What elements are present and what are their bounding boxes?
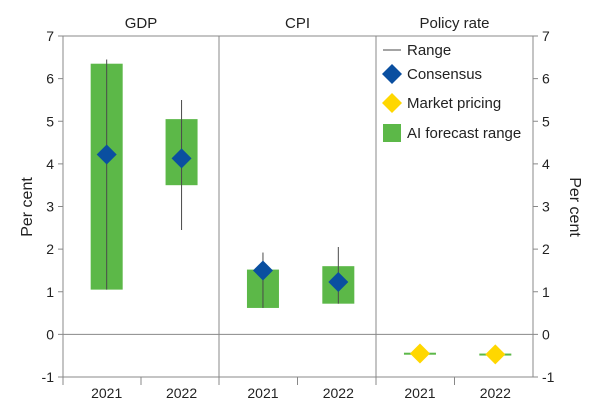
plot-frame — [62, 35, 534, 378]
legend-item-consensus: Consensus — [382, 64, 482, 84]
consensus-marker — [171, 148, 192, 169]
market-pricing-marker — [485, 344, 506, 365]
panel-title: GDP — [125, 15, 158, 32]
y-tick-label-right: 6 — [542, 71, 550, 87]
axes: -1 -1 0 0 1 1 2 2 3 3 4 4 5 5 6 6 7 7 GDP 2021 2022 CPI 2021 20… — [42, 15, 555, 401]
y-axis-label-left: Per cent — [19, 177, 36, 237]
y-tick-label-left: 2 — [46, 241, 54, 257]
legend-label: AI forecast range — [407, 125, 521, 142]
panel-title: CPI — [285, 15, 310, 32]
legend-item-ai-forecast-range: AI forecast range — [383, 124, 521, 142]
y-tick-label-left: 5 — [46, 113, 54, 129]
y-tick-label-right: 0 — [542, 326, 550, 342]
consensus-marker — [252, 260, 273, 281]
legend-label: Range — [407, 42, 451, 59]
legend-item-range: Range — [383, 42, 451, 59]
x-tick-label: 2021 — [247, 385, 278, 401]
legend: Range Consensus Market pricing AI forecast … — [382, 42, 521, 142]
legend-market-pricing-swatch — [382, 93, 402, 113]
legend-label: Consensus — [407, 66, 482, 83]
y-tick-label-left: 3 — [46, 199, 54, 215]
x-tick-label: 2022 — [323, 385, 354, 401]
y-tick-label-right: 7 — [542, 28, 550, 44]
x-tick-label: 2021 — [91, 385, 122, 401]
y-tick-label-right: 4 — [542, 156, 550, 172]
y-tick-label-right: 5 — [542, 113, 550, 129]
legend-label: Market pricing — [407, 95, 501, 112]
consensus-marker — [96, 144, 117, 165]
y-tick-label-right: 3 — [542, 199, 550, 215]
legend-consensus-swatch — [382, 64, 402, 84]
y-tick-label-right: -1 — [542, 369, 555, 385]
chart-marks — [90, 59, 512, 365]
y-tick-label-right: 1 — [542, 284, 550, 300]
y-tick-label-left: 1 — [46, 284, 54, 300]
y-axis-label-right: Per cent — [566, 177, 583, 237]
x-tick-label: 2022 — [480, 385, 511, 401]
y-tick-label-left: 6 — [46, 71, 54, 87]
y-tick-label-left: 7 — [46, 28, 54, 44]
market-pricing-marker — [409, 343, 430, 364]
legend-item-market-pricing: Market pricing — [382, 93, 501, 113]
y-tick-label-left: -1 — [42, 369, 55, 385]
panel-title: Policy rate — [419, 15, 489, 32]
legend-ai-forecast-swatch — [383, 124, 401, 142]
consensus-marker — [328, 271, 349, 292]
y-tick-label-left: 4 — [46, 156, 54, 172]
x-tick-label: 2022 — [166, 385, 197, 401]
y-tick-label-right: 2 — [542, 241, 550, 257]
y-tick-label-left: 0 — [46, 326, 54, 342]
x-tick-label: 2021 — [404, 385, 435, 401]
